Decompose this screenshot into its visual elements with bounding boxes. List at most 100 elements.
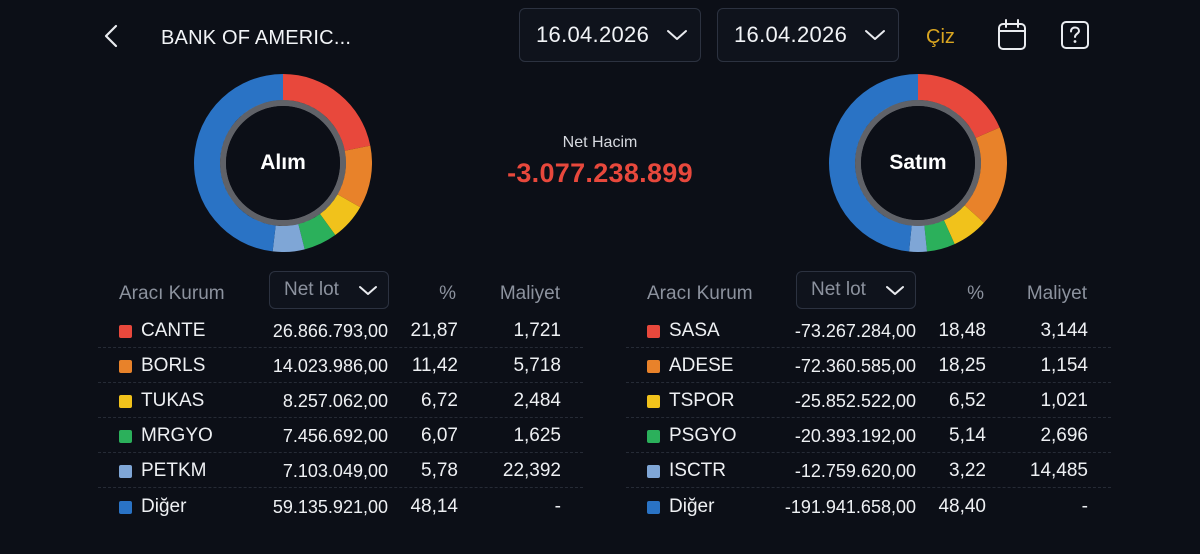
- sell-cost-header: Maliyet: [1026, 283, 1087, 304]
- percent: 5,14: [949, 425, 986, 446]
- buy-cost-header: Maliyet: [499, 283, 560, 304]
- buy-donut-hole: [226, 106, 340, 220]
- row-divider: [98, 452, 583, 453]
- row-divider: [98, 347, 583, 348]
- buy-sort-value: Net lot: [284, 279, 339, 300]
- cost: 5,718: [513, 355, 561, 376]
- sell-donut-hole: [861, 106, 975, 220]
- buy-slice-cante: [283, 74, 371, 151]
- legend-swatch: [119, 360, 132, 373]
- table-row[interactable]: TUKAS 8.257.062,00 6,72 2,484: [98, 383, 583, 418]
- broker-name: Diğer: [669, 496, 715, 517]
- sell-inner-ring: [855, 100, 981, 226]
- net-lot: -191.941.658,00: [784, 497, 916, 517]
- sell-slice-tspor: [943, 205, 984, 245]
- percent: 48,40: [938, 496, 986, 517]
- percent: 5,78: [421, 460, 458, 481]
- row-divider: [98, 382, 583, 383]
- net-lot: -20.393.192,00: [794, 426, 916, 446]
- legend-swatch: [119, 395, 132, 408]
- net-lot: -12.759.620,00: [794, 461, 916, 481]
- table-row[interactable]: TSPOR -25.852.522,00 6,52 1,021: [626, 383, 1111, 418]
- net-lot: 26.866.793,00: [272, 321, 388, 341]
- broker-name: SASA: [669, 320, 720, 341]
- cost: 2,484: [513, 390, 561, 411]
- percent: 3,22: [949, 460, 986, 481]
- buy-sort-select[interactable]: Net lot: [269, 271, 389, 309]
- table-row[interactable]: SASA -73.267.284,00 18,48 3,144: [626, 313, 1111, 348]
- sell-slice-adese: [964, 127, 1007, 223]
- legend-swatch: [119, 430, 132, 443]
- table-row[interactable]: ISCTR -12.759.620,00 3,22 14,485: [626, 453, 1111, 488]
- net-volume-label: Net Hacim: [562, 134, 638, 151]
- row-divider: [98, 487, 583, 488]
- table-row[interactable]: PETKM 7.103.049,00 5,78 22,392: [98, 453, 583, 488]
- broker-name: CANTE: [141, 320, 206, 341]
- legend-swatch: [119, 501, 132, 514]
- buy-slice-borls: [337, 145, 372, 208]
- table-row[interactable]: BORLS 14.023.986,00 11,42 5,718: [98, 348, 583, 383]
- sell-donut-chart: Satım: [828, 74, 1007, 252]
- sell-slice-diğer: [828, 74, 918, 252]
- buy-broker-header: Aracı Kurum: [119, 283, 225, 304]
- percent: 18,25: [938, 355, 986, 376]
- buy-inner-ring: [220, 100, 346, 226]
- sell-slice-isctr: [909, 225, 928, 252]
- sell-donut-label: Satım: [889, 151, 947, 174]
- legend-swatch: [647, 325, 660, 338]
- help-icon[interactable]: [1060, 20, 1090, 50]
- net-lot: 7.103.049,00: [282, 461, 388, 481]
- percent: 18,48: [938, 320, 986, 341]
- cost: 22,392: [502, 460, 561, 481]
- buy-slice-mrgyo: [298, 213, 336, 250]
- sell-sort-value: Net lot: [811, 279, 866, 300]
- end-date-select[interactable]: 16.04.2026: [717, 8, 899, 62]
- chevron-down-icon: [864, 26, 886, 44]
- broker-name: BORLS: [141, 355, 206, 376]
- percent: 21,87: [410, 320, 458, 341]
- row-divider: [98, 417, 583, 418]
- buy-donut-label: Alım: [260, 151, 306, 174]
- sell-broker-header: Aracı Kurum: [647, 283, 753, 304]
- legend-swatch: [647, 501, 660, 514]
- broker-name: ISCTR: [669, 460, 726, 481]
- broker-name: MRGYO: [141, 425, 213, 446]
- table-row[interactable]: ADESE -72.360.585,00 18,25 1,154: [626, 348, 1111, 383]
- percent: 6,52: [949, 390, 986, 411]
- chevron-down-icon: [885, 282, 905, 299]
- table-row[interactable]: CANTE 26.866.793,00 21,87 1,721: [98, 313, 583, 348]
- sell-donut-svg: [828, 74, 1007, 252]
- legend-swatch: [647, 395, 660, 408]
- row-divider: [626, 417, 1111, 418]
- calendar-icon[interactable]: [996, 18, 1028, 52]
- buy-slice-diğer: [193, 74, 283, 252]
- table-row[interactable]: MRGYO 7.456.692,00 6,07 1,625: [98, 418, 583, 453]
- cost: 1,721: [513, 320, 561, 341]
- cost: 1,021: [1040, 390, 1088, 411]
- net-lot: -73.267.284,00: [794, 321, 916, 341]
- net-lot: 8.257.062,00: [282, 391, 388, 411]
- table-row[interactable]: Diğer -191.941.658,00 48,40 -: [626, 489, 1111, 524]
- table-row[interactable]: PSGYO -20.393.192,00 5,14 2,696: [626, 418, 1111, 453]
- percent: 48,14: [410, 496, 458, 517]
- chevron-down-icon: [358, 282, 378, 299]
- table-row[interactable]: Diğer 59.135.921,00 48,14 -: [98, 489, 583, 524]
- broker-name: PETKM: [141, 460, 207, 481]
- broker-name: TSPOR: [669, 390, 735, 411]
- cost: 14,485: [1029, 460, 1088, 481]
- chevron-down-icon: [666, 26, 688, 44]
- row-divider: [626, 382, 1111, 383]
- broker-name: TUKAS: [141, 390, 205, 411]
- back-chevron-left-icon[interactable]: [100, 22, 124, 50]
- percent: 11,42: [411, 355, 458, 376]
- cost: 1,154: [1040, 355, 1088, 376]
- start-date-select[interactable]: 16.04.2026: [519, 8, 701, 62]
- cost: -: [1081, 496, 1088, 517]
- sell-sort-select[interactable]: Net lot: [796, 271, 916, 309]
- legend-swatch: [647, 360, 660, 373]
- sell-slice-psgyo: [924, 220, 955, 252]
- draw-button[interactable]: Çiz: [926, 26, 955, 48]
- cost: 1,625: [513, 425, 561, 446]
- start-date-value: 16.04.2026: [536, 22, 650, 47]
- buy-donut-chart: Alım: [193, 74, 372, 252]
